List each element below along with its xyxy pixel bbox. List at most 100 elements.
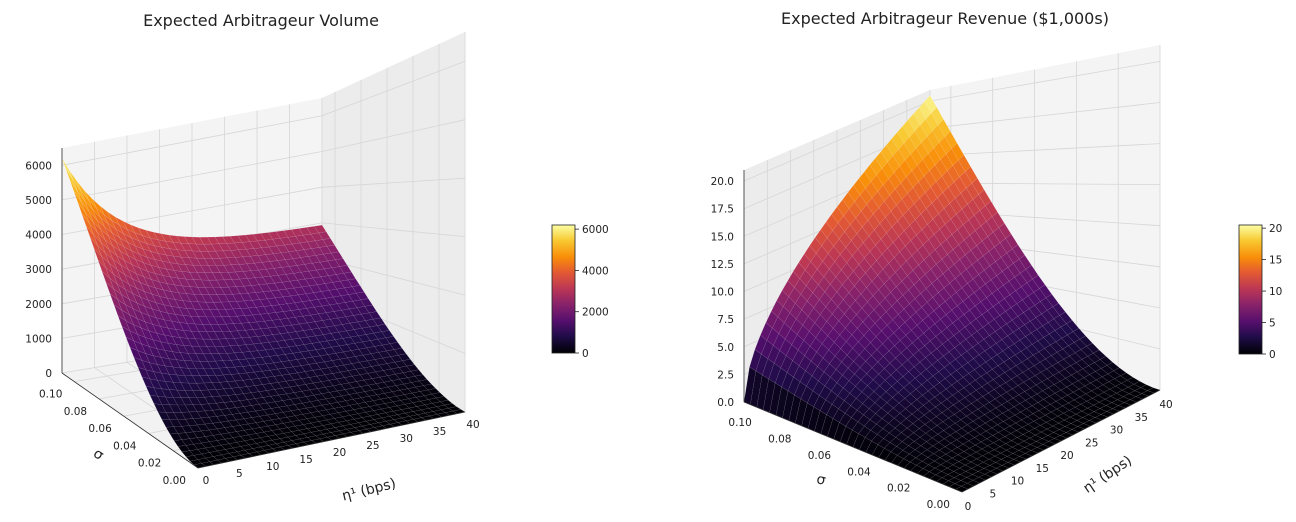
surface-patch bbox=[203, 243, 216, 252]
surface-patch bbox=[1033, 288, 1047, 302]
y-tick-label: 0.08 bbox=[64, 406, 87, 418]
surface-patch bbox=[423, 393, 437, 400]
surface-patch bbox=[1010, 303, 1024, 317]
surface-patch bbox=[244, 439, 257, 446]
volume-chart: Expected Arbitrageur Volume 0 5 10 15 20 25 30… bbox=[25, 11, 608, 505]
surface-patch bbox=[880, 311, 893, 326]
surface-patch bbox=[1042, 322, 1056, 335]
tick-labels: 0 5 10 15 20 25 30 35 40 0.000.020.040.060.080.10… bbox=[25, 160, 479, 487]
x-tick-label: 10 bbox=[266, 461, 279, 473]
surface-patch bbox=[925, 352, 938, 366]
surface-patch bbox=[912, 264, 926, 280]
surface-patch bbox=[248, 321, 262, 330]
surface-patch bbox=[985, 279, 998, 294]
z-tick-label: 15.0 bbox=[711, 231, 734, 243]
surface-patch bbox=[299, 437, 313, 443]
surface-patch bbox=[325, 311, 339, 320]
y-tick-label: 0.06 bbox=[88, 423, 112, 435]
surface-patch bbox=[396, 404, 410, 410]
surface-patch bbox=[322, 432, 336, 438]
surface-patch bbox=[285, 379, 299, 388]
surface-patch bbox=[851, 233, 864, 250]
surface-patch bbox=[322, 414, 335, 421]
surface-patch bbox=[145, 386, 159, 397]
surface-patch bbox=[238, 372, 252, 381]
x-tick-label: 35 bbox=[1135, 412, 1148, 424]
x-tick-label: 40 bbox=[1159, 399, 1172, 411]
surface-patch bbox=[221, 453, 234, 459]
surface-patch bbox=[214, 346, 227, 354]
colorbar-tick-label: 0 bbox=[582, 348, 589, 360]
x-tick-label: 35 bbox=[433, 426, 446, 438]
surface-patch bbox=[104, 239, 118, 257]
surface-patch bbox=[97, 259, 110, 279]
surface-patch bbox=[227, 407, 241, 415]
surface-patch bbox=[274, 388, 287, 396]
surface-patch bbox=[876, 254, 889, 270]
surface-patch bbox=[899, 335, 913, 349]
surface-patch bbox=[111, 232, 125, 248]
surface-patch bbox=[995, 339, 1009, 352]
surface-patch bbox=[929, 249, 943, 265]
colorbar-tick-label: 10 bbox=[1269, 286, 1282, 298]
surface-patch bbox=[108, 235, 121, 252]
surface-patch bbox=[858, 335, 871, 349]
colorbar-gradient bbox=[551, 224, 576, 354]
surface-patch bbox=[963, 309, 977, 324]
surface-patch bbox=[951, 229, 965, 246]
y-tick-label: 0.02 bbox=[887, 483, 910, 495]
surface-patch bbox=[1029, 317, 1043, 330]
surface-patch bbox=[851, 328, 865, 343]
surface-patch bbox=[224, 414, 237, 422]
surface-patch bbox=[859, 361, 873, 374]
surface-patch bbox=[925, 283, 939, 298]
surface-patch bbox=[1045, 355, 1059, 367]
z-tick-label: 2000 bbox=[25, 299, 52, 311]
surface-patch bbox=[1043, 333, 1057, 346]
surface-patch bbox=[93, 234, 106, 254]
surface-patch bbox=[906, 342, 920, 356]
surface-patch bbox=[284, 339, 297, 348]
surface-patch bbox=[373, 417, 387, 423]
surface-patch bbox=[1055, 338, 1069, 350]
surface-patch bbox=[344, 301, 358, 310]
surface-patch bbox=[1086, 342, 1100, 354]
surface-patch bbox=[326, 418, 339, 425]
surface-patch bbox=[996, 271, 1010, 286]
x-tick-label: 5 bbox=[989, 488, 996, 500]
surface-patch bbox=[913, 361, 927, 374]
surface-patch bbox=[269, 355, 282, 364]
surface-patch bbox=[152, 324, 165, 336]
surface-patch bbox=[153, 403, 167, 413]
surface-patch bbox=[121, 294, 134, 310]
surface-patch bbox=[947, 249, 960, 265]
surface-patch bbox=[837, 299, 851, 315]
surface-patch bbox=[917, 333, 931, 346]
axis-edges bbox=[61, 148, 466, 469]
surface-patch bbox=[146, 243, 159, 254]
surface-patch bbox=[864, 342, 878, 356]
surface-patch bbox=[964, 166, 978, 184]
surface-patch bbox=[124, 274, 137, 289]
surface-patch bbox=[200, 417, 214, 425]
surface-patch bbox=[981, 236, 995, 252]
surface-patch bbox=[182, 315, 196, 325]
surface-patch bbox=[188, 382, 201, 391]
surface-patch bbox=[185, 455, 199, 462]
surface-patch bbox=[107, 223, 121, 239]
surface-patch bbox=[881, 325, 894, 339]
surface-patch bbox=[909, 298, 922, 313]
surface-patch bbox=[311, 430, 324, 436]
colorbar-tick-label: 15 bbox=[1269, 255, 1282, 267]
surface-patch bbox=[1010, 365, 1024, 377]
surface-patch bbox=[256, 321, 269, 329]
surface-patch bbox=[196, 397, 209, 405]
surface-patch bbox=[297, 293, 311, 302]
surface-patch bbox=[884, 362, 897, 376]
surface-patch bbox=[112, 259, 126, 276]
colorbar-tick-label: 6000 bbox=[582, 224, 609, 236]
y-tick-label: 0.10 bbox=[39, 389, 62, 401]
surface-patch bbox=[169, 433, 183, 441]
surface-patch bbox=[103, 214, 117, 230]
